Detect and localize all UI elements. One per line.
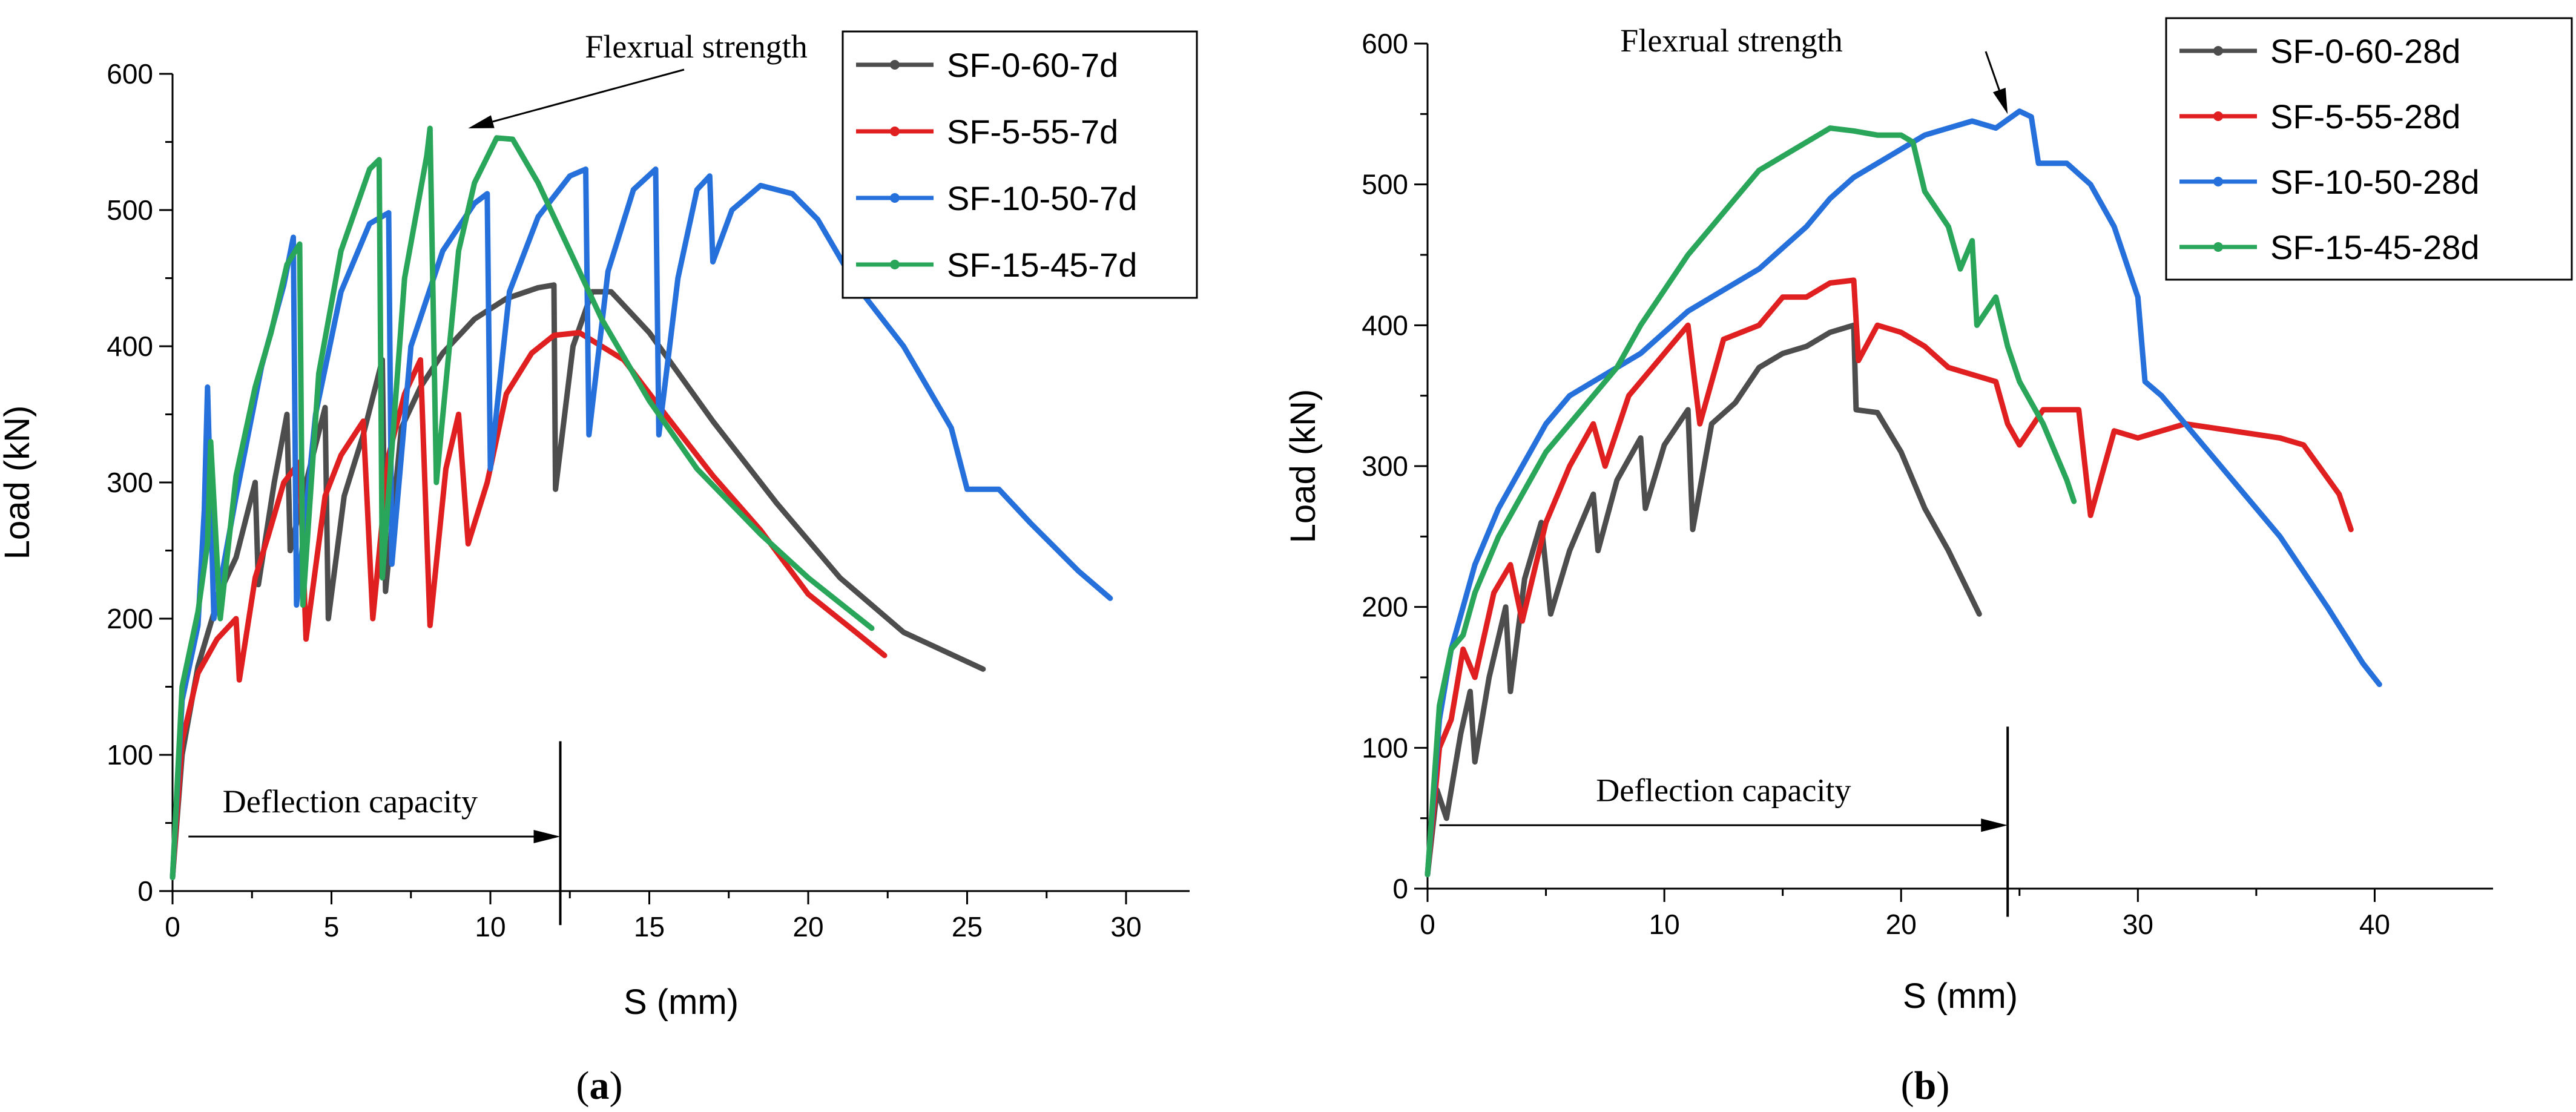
- legend-swatch-marker: [890, 127, 900, 136]
- deflection-capacity-label: Deflection capacity: [1596, 772, 1851, 808]
- legend-swatch-marker: [890, 260, 900, 269]
- y-tick-label: 400: [1362, 309, 1408, 341]
- y-tick-label: 600: [1362, 28, 1408, 59]
- legend-label: SF-10-50-28d: [2270, 163, 2480, 201]
- x-tick-label: 20: [1886, 909, 1917, 940]
- y-tick-label: 300: [107, 467, 153, 498]
- flexural-strength-label: Flexrual strength: [1620, 22, 1842, 59]
- legend-swatch-marker: [2213, 177, 2223, 186]
- legend-swatch-marker: [2213, 111, 2223, 121]
- y-tick-label: 200: [107, 603, 153, 634]
- series-line-SF-10-50-28d: [1425, 108, 2382, 878]
- flexural-arrow-line: [492, 68, 685, 123]
- flexural-arrow-line: [1985, 51, 2000, 91]
- legend-box: [842, 30, 1198, 299]
- series-line-SF-15-45-28d: [1425, 125, 2077, 878]
- x-axis-title: S (mm): [1903, 976, 2018, 1016]
- y-tick-label: 100: [1362, 732, 1408, 763]
- legend-box: [2165, 17, 2573, 281]
- x-tick-label: 25: [952, 911, 983, 943]
- y-axis-title: Load (kN): [0, 406, 37, 560]
- flexural-arrow-head: [468, 115, 495, 128]
- y-tick-label: 400: [107, 331, 153, 362]
- legend-label: SF-0-60-7d: [947, 46, 1118, 84]
- y-tick-label: 300: [1362, 450, 1408, 482]
- x-tick-label: 30: [1110, 911, 1141, 943]
- x-axis-title: S (mm): [624, 982, 739, 1022]
- deflection-arrow-head: [1981, 818, 2008, 832]
- legend-swatch-marker: [890, 60, 900, 70]
- series-line-SF-15-45-7d: [170, 125, 875, 880]
- x-tick-label: 10: [475, 911, 506, 943]
- x-tick-label: 40: [2359, 909, 2390, 940]
- legend-label: SF-5-55-7d: [947, 113, 1118, 151]
- y-tick-label: 500: [107, 194, 153, 226]
- x-tick-label: 15: [634, 911, 665, 943]
- caption-letter: b: [1914, 1064, 1937, 1108]
- legend-label: SF-5-55-28d: [2270, 97, 2460, 136]
- flexural-strength-label: Flexrual strength: [585, 28, 807, 65]
- x-tick-label: 30: [2123, 909, 2153, 940]
- y-tick-label: 0: [137, 875, 153, 907]
- deflection-capacity-label: Deflection capacity: [223, 783, 478, 820]
- legend-label: SF-15-45-28d: [2270, 228, 2480, 266]
- series-line-SF-0-60-28d: [1425, 322, 1982, 878]
- x-tick-label: 0: [1420, 909, 1435, 940]
- x-tick-label: 5: [324, 911, 340, 943]
- y-tick-label: 600: [107, 58, 153, 90]
- flexural-arrow-head: [1992, 88, 2008, 114]
- x-tick-label: 0: [165, 911, 180, 943]
- y-axis-title: Load (kN): [1283, 389, 1323, 544]
- series-line-SF-5-55-7d: [170, 330, 888, 880]
- legend-label: SF-0-60-28d: [2270, 32, 2460, 70]
- legend-swatch-marker: [890, 193, 900, 203]
- legend-label: SF-10-50-7d: [947, 179, 1137, 217]
- caption-close-paren: ): [1936, 1064, 1949, 1108]
- y-tick-label: 100: [107, 739, 153, 771]
- y-tick-label: 500: [1362, 169, 1408, 200]
- caption-close-paren: ): [610, 1064, 623, 1108]
- caption-open-paren: (: [576, 1064, 590, 1108]
- deflection-arrow-head: [533, 830, 561, 843]
- panel-caption: (a): [576, 1064, 623, 1108]
- caption-open-paren: (: [1901, 1064, 1914, 1108]
- series-line-SF-5-55-28d: [1425, 277, 2354, 878]
- y-tick-label: 200: [1362, 591, 1408, 623]
- x-tick-label: 10: [1649, 909, 1680, 940]
- caption-letter: a: [590, 1064, 610, 1108]
- legend-label: SF-15-45-7d: [947, 246, 1137, 284]
- legend-swatch-marker: [2213, 46, 2223, 56]
- panel-caption: (b): [1901, 1064, 1950, 1108]
- y-tick-label: 0: [1392, 873, 1408, 904]
- legend-swatch-marker: [2213, 242, 2223, 252]
- x-tick-label: 20: [792, 911, 823, 943]
